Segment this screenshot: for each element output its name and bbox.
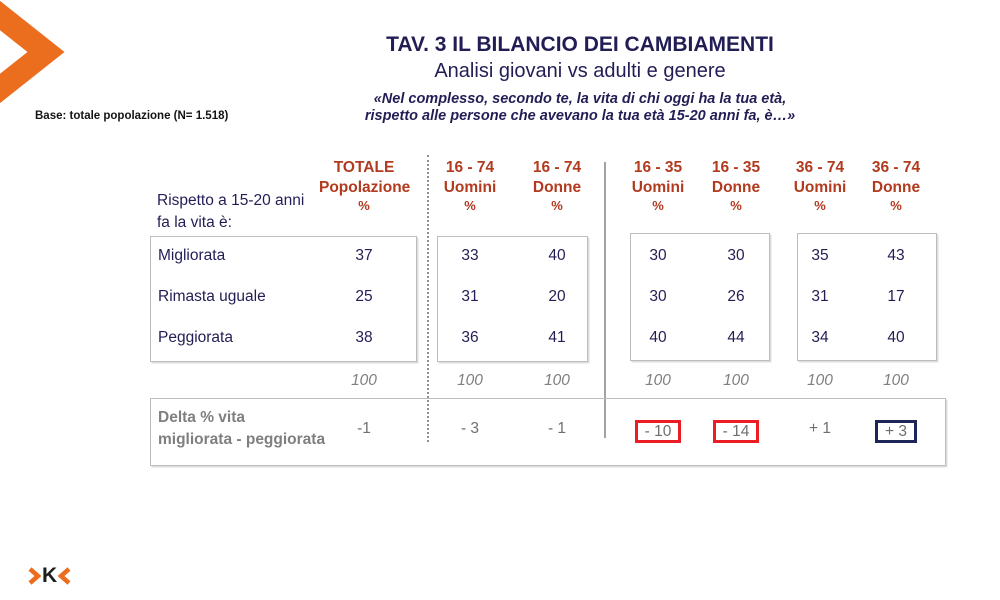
- column-group-label: 16 - 35: [633, 159, 683, 176]
- table-cell: 37: [355, 247, 373, 264]
- column-unit-label: %: [358, 198, 370, 213]
- k-logo: K: [26, 565, 73, 587]
- column-group-label: 16 - 74: [532, 159, 582, 176]
- row-label-rimasta-uguale: Rimasta uguale: [158, 288, 266, 305]
- column-header-1674-uomini: 16 - 74 Uomini %: [425, 157, 515, 214]
- red-highlight-box: - 10: [634, 420, 682, 443]
- page-subtitle: Analisi giovani vs adulti e genere: [434, 60, 726, 82]
- column-header-1674-donne: 16 - 74 Donne %: [512, 157, 602, 214]
- total-cell: 100: [723, 372, 749, 389]
- column-unit-label: %: [551, 198, 563, 213]
- table-cell: 43: [887, 247, 905, 264]
- table-cell: 17: [887, 288, 905, 305]
- table-cell: 31: [461, 288, 479, 305]
- column-unit-label: %: [890, 198, 902, 213]
- dotted-column-separator: [427, 155, 429, 442]
- total-cell: 100: [351, 372, 377, 389]
- column-unit-label: %: [652, 198, 664, 213]
- table-cell: 30: [649, 247, 667, 264]
- k-logo-letter: K: [42, 564, 58, 587]
- delta-label-line1: Delta % vita: [158, 409, 246, 426]
- row-label-peggiorata: Peggiorata: [158, 329, 233, 346]
- table-cell: 20: [548, 288, 566, 305]
- delta-row-box: [150, 398, 946, 466]
- column-group-label: 36 - 74: [871, 159, 921, 176]
- delta-cell: + 1: [809, 420, 831, 437]
- total-cell: 100: [544, 372, 570, 389]
- total-cell: 100: [807, 372, 833, 389]
- red-highlight-box: - 14: [712, 420, 760, 443]
- base-note: Base: totale popolazione (N= 1.518): [35, 110, 229, 122]
- chevron-right-icon: [28, 567, 41, 585]
- row-stub-heading: Rispetto a 15-20 anni fa la vita è:: [157, 190, 304, 233]
- column-unit-label: %: [464, 198, 476, 213]
- row-label-migliorata: Migliorata: [158, 247, 226, 264]
- delta-cell-highlight-navy: + 3: [851, 420, 941, 443]
- survey-question-line2: rispetto alle persone che avevano la tua…: [364, 107, 796, 124]
- column-unit-label: %: [730, 198, 742, 213]
- chevron-right-logo-icon: [0, 0, 65, 104]
- column-header-1635-uomini: 16 - 35 Uomini %: [613, 157, 703, 214]
- column-header-3674-uomini: 36 - 74 Uomini %: [775, 157, 865, 214]
- delta-cell-highlight-red: - 14: [691, 420, 781, 443]
- delta-row-label: Delta % vita migliorata - peggiorata: [158, 407, 325, 450]
- table-cell: 30: [727, 247, 745, 264]
- delta-cell: - 3: [460, 420, 480, 437]
- table-cell: 33: [461, 247, 479, 264]
- column-sub-label: Donne: [532, 179, 582, 196]
- column-sub-label: Donne: [711, 179, 761, 196]
- table-cell: 31: [811, 288, 829, 305]
- column-sub-label: Donne: [871, 179, 921, 196]
- survey-question-line1: «Nel complesso, secondo te, la vita di c…: [373, 91, 787, 107]
- column-sub-label: Uomini: [631, 179, 685, 196]
- column-sub-label: Uomini: [793, 179, 847, 196]
- delta-cell: -1: [357, 420, 371, 437]
- table-cell: 25: [355, 288, 373, 305]
- column-group-label: 16 - 35: [711, 159, 761, 176]
- table-cell: 40: [649, 329, 667, 346]
- table-cell: 30: [649, 288, 667, 305]
- table-cell: 26: [727, 288, 745, 305]
- table-cell: 41: [548, 329, 566, 346]
- box-1635-group: [630, 233, 770, 361]
- table-cell: 40: [548, 247, 566, 264]
- box-1674-group: [437, 236, 588, 362]
- survey-question: «Nel complesso, secondo te, la vita di c…: [250, 91, 910, 124]
- table-cell: 40: [887, 329, 905, 346]
- column-unit-label: %: [814, 198, 826, 213]
- row-stub-line1: Rispetto a 15-20 anni: [157, 192, 305, 209]
- total-cell: 100: [457, 372, 483, 389]
- column-group-label: 16 - 74: [445, 159, 495, 176]
- total-cell: 100: [645, 372, 671, 389]
- navy-highlight-box: + 3: [875, 420, 917, 443]
- table-cell: 44: [727, 329, 745, 346]
- table-cell: 36: [461, 329, 479, 346]
- column-header-3674-donne: 36 - 74 Donne %: [851, 157, 941, 214]
- column-header-1635-donne: 16 - 35 Donne %: [691, 157, 781, 214]
- table-cell: 38: [355, 329, 373, 346]
- delta-cell-highlight-red: - 10: [613, 420, 703, 443]
- table-cell: 34: [811, 329, 829, 346]
- column-header-totale: TOTALE Popolazione %: [319, 157, 411, 214]
- column-group-label: TOTALE: [333, 159, 395, 176]
- header-block: TAV. 3 IL BILANCIO DEI CAMBIAMENTI Anali…: [250, 31, 910, 124]
- row-stub-line2: fa la vita è:: [157, 213, 232, 231]
- column-sub-label: Popolazione: [319, 179, 411, 196]
- page-title: TAV. 3 IL BILANCIO DEI CAMBIAMENTI: [386, 33, 774, 56]
- column-sub-label: Uomini: [443, 179, 497, 196]
- total-cell: 100: [883, 372, 909, 389]
- box-totale-group: [150, 236, 417, 362]
- solid-column-separator: [604, 162, 606, 438]
- delta-cell: - 1: [547, 420, 567, 437]
- table-cell: 35: [811, 247, 829, 264]
- delta-label-line2: migliorata - peggiorata: [158, 430, 326, 448]
- box-3674-group: [797, 233, 937, 361]
- column-group-label: 36 - 74: [795, 159, 845, 176]
- chevron-left-icon: [58, 567, 71, 585]
